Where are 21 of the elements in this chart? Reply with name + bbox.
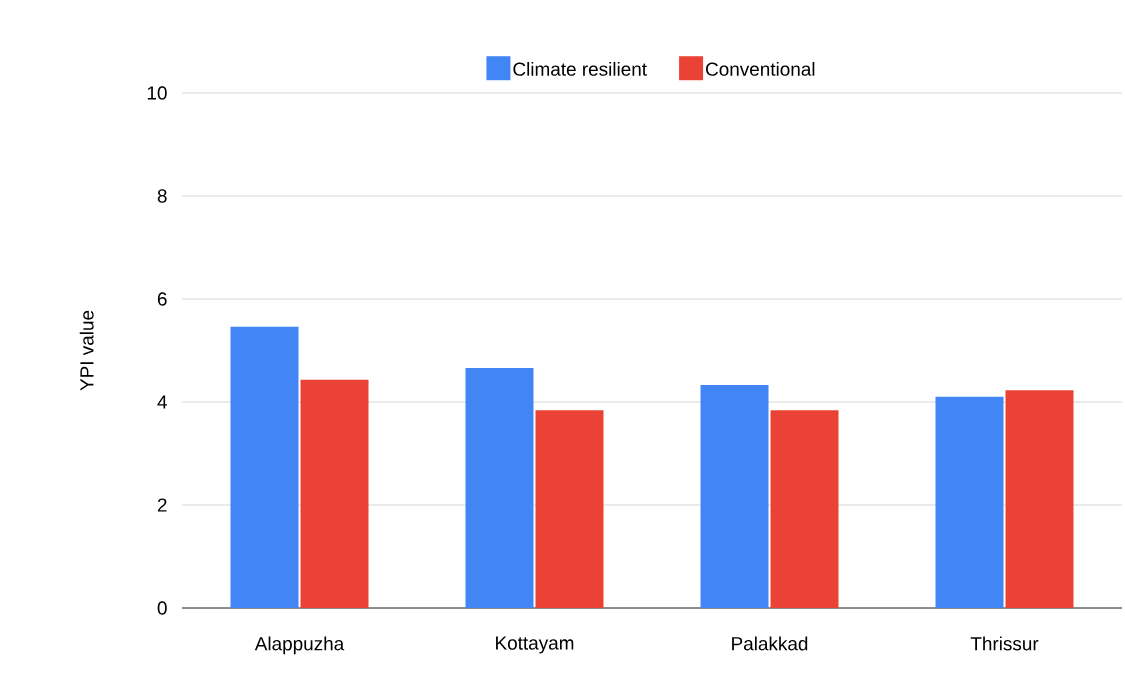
x-tick-label: Thrissur: [970, 636, 1039, 651]
y-tick-label: 2: [157, 498, 167, 512]
y-tick-label: 8: [157, 189, 167, 203]
y-tick-label: 6: [157, 292, 167, 306]
bar: [1005, 390, 1074, 608]
legend-label: Climate resilient: [513, 61, 647, 76]
x-tick-label: Palakkad: [732, 636, 808, 651]
bar: [535, 410, 604, 608]
y-tick-label: 4: [157, 395, 167, 409]
x-tick-label: Alappuzha: [254, 636, 345, 655]
legend-label: Conventional: [706, 61, 815, 76]
bar: [770, 410, 839, 608]
x-tick-label: Kottayam: [496, 636, 574, 654]
bar: [465, 368, 534, 608]
y-tick-label: 0: [157, 601, 167, 615]
bar: [230, 326, 299, 608]
y-tick-label: 10: [147, 86, 167, 100]
bar: [300, 379, 369, 608]
bar: [935, 396, 1004, 608]
bar: [700, 385, 769, 608]
y-axis-title: YPI value: [79, 310, 94, 391]
